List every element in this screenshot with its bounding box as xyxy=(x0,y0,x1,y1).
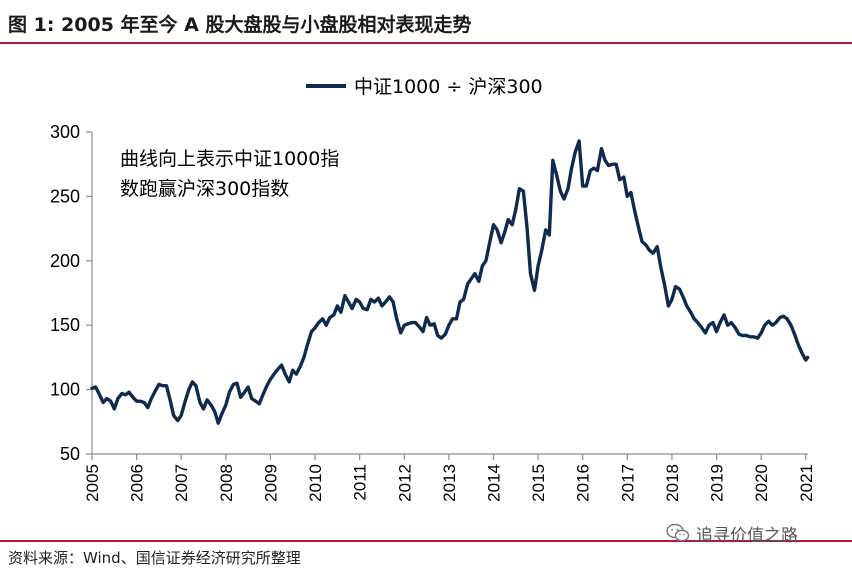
footer-divider xyxy=(0,540,852,542)
legend: 中证1000 ÷ 沪深300 xyxy=(306,76,543,98)
y-tick-label: 100 xyxy=(50,380,80,400)
axes xyxy=(91,132,808,455)
wechat-icon xyxy=(666,523,690,542)
x-axis-ticks: 2005 2006 2007 2008 2009 2010 2011 2012 2013 2014… xyxy=(83,454,816,502)
title-divider xyxy=(0,42,852,44)
x-tick-label: 2018 xyxy=(663,464,682,502)
header: 图 1: 2005 年至今 A 股大盘股与小盘股相对表现走势 xyxy=(0,0,852,44)
x-tick-label: 2013 xyxy=(440,464,459,502)
y-tick-label: 50 xyxy=(60,444,80,464)
y-tick-label: 200 xyxy=(50,251,80,271)
x-tick-label: 2009 xyxy=(261,464,280,502)
x-tick-label: 2019 xyxy=(708,464,727,502)
x-tick-label: 2017 xyxy=(618,464,637,502)
watermark: 追寻价值之路 xyxy=(666,521,798,546)
x-tick-label: 2012 xyxy=(395,464,414,502)
annotation-line-2: 数跑赢沪深300指数 xyxy=(120,178,289,200)
y-tick-label: 150 xyxy=(50,315,80,335)
x-tick-label: 2006 xyxy=(128,464,147,502)
x-tick-label: 2007 xyxy=(172,464,191,502)
y-tick-label: 250 xyxy=(50,186,80,206)
chart-annotation: 曲线向上表示中证1000指 数跑赢沪深300指数 xyxy=(120,148,339,200)
x-tick-label: 2014 xyxy=(484,464,503,502)
y-tick-label: 300 xyxy=(50,122,80,142)
figure-title: 图 1: 2005 年至今 A 股大盘股与小盘股相对表现走势 xyxy=(8,14,472,36)
annotation-line-1: 曲线向上表示中证1000指 xyxy=(120,148,339,170)
x-tick-label: 2021 xyxy=(797,464,816,502)
x-tick-label: 2015 xyxy=(529,464,548,502)
watermark-text: 追寻价值之路 xyxy=(696,525,798,546)
legend-label: 中证1000 ÷ 沪深300 xyxy=(354,76,543,98)
series-line-csi1000-vs-hs300 xyxy=(90,139,810,425)
x-tick-label: 2011 xyxy=(351,464,370,501)
x-tick-label: 2020 xyxy=(752,464,771,502)
x-tick-label: 2008 xyxy=(217,464,236,502)
x-tick-label: 2005 xyxy=(83,464,102,502)
source-note: 资料来源：Wind、国信证券经济研究所整理 xyxy=(8,549,301,567)
x-tick-label: 2016 xyxy=(574,464,593,502)
y-axis-ticks: 50 100 150 200 250 300 xyxy=(50,122,92,464)
x-tick-label: 2010 xyxy=(306,464,325,502)
